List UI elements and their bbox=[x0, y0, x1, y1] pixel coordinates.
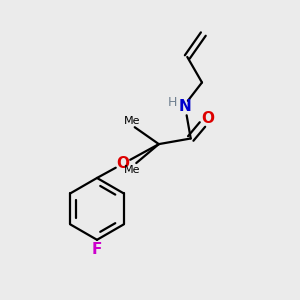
Text: O: O bbox=[201, 111, 214, 126]
Text: Me: Me bbox=[124, 164, 140, 175]
Text: H: H bbox=[168, 96, 177, 109]
Text: Me: Me bbox=[124, 116, 141, 126]
Text: O: O bbox=[116, 156, 130, 171]
Text: F: F bbox=[92, 242, 102, 257]
Text: N: N bbox=[179, 99, 191, 114]
